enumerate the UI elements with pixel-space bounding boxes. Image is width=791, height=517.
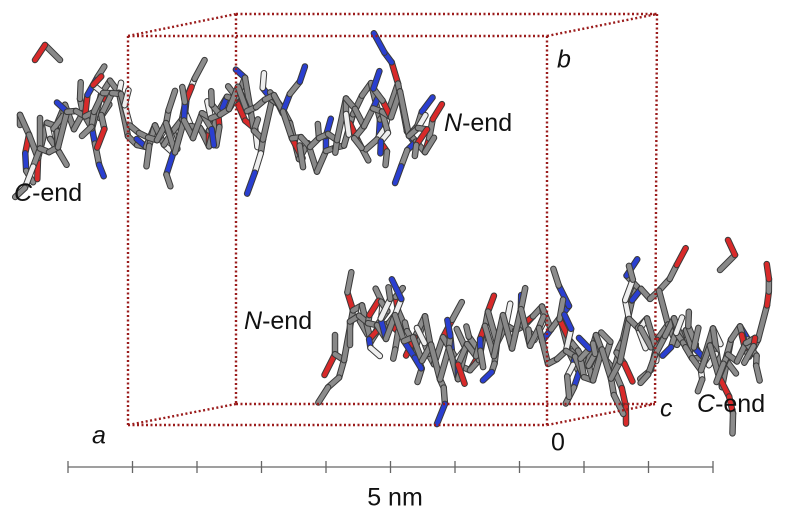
- scale-label: 5 nm: [367, 484, 423, 512]
- bond: [380, 141, 381, 153]
- end-label: N-end: [444, 109, 512, 137]
- bond: [415, 145, 416, 156]
- bond: [386, 152, 387, 166]
- bond: [211, 91, 212, 104]
- end-label: C-end: [14, 179, 82, 207]
- bond: [392, 62, 398, 83]
- figure: 5 nm C-end N-end N-end C-end a b c 0: [0, 0, 791, 517]
- bond: [567, 377, 569, 397]
- bond: [168, 91, 175, 111]
- bond: [395, 166, 401, 183]
- bond: [483, 372, 492, 380]
- molecules: [15, 33, 769, 433]
- end-letter: N: [444, 109, 463, 137]
- end-label: N-end: [244, 307, 312, 335]
- bond: [370, 348, 379, 356]
- bond: [553, 269, 558, 286]
- bond: [688, 312, 689, 326]
- box-edge: [128, 14, 236, 36]
- axis-label: c: [660, 395, 673, 423]
- box-edge: [547, 14, 657, 36]
- scale-bar: 5 nm: [68, 461, 713, 512]
- bond: [593, 343, 595, 353]
- bond: [767, 264, 769, 279]
- end-suffix: -end: [715, 390, 765, 418]
- bond: [59, 152, 66, 165]
- end-letter: N: [244, 307, 263, 335]
- end-suffix: -end: [262, 307, 312, 335]
- bond: [216, 127, 219, 146]
- bond: [263, 73, 264, 88]
- bond: [447, 320, 450, 336]
- bond: [80, 82, 81, 99]
- bond: [146, 146, 149, 167]
- bond: [480, 351, 483, 367]
- bond: [388, 287, 390, 299]
- axis-label: b: [557, 46, 571, 74]
- bond: [300, 66, 305, 81]
- box-edge: [128, 404, 236, 425]
- bond: [182, 87, 185, 102]
- bond: [466, 326, 468, 336]
- bond: [373, 71, 379, 88]
- bond: [663, 347, 671, 355]
- axis-label: a: [92, 422, 106, 450]
- bond: [393, 350, 395, 359]
- end-suffix: -end: [462, 109, 512, 137]
- end-suffix: -end: [32, 179, 82, 207]
- end-label: C-end: [697, 390, 765, 418]
- bond: [346, 114, 349, 135]
- end-letter: C: [14, 179, 33, 207]
- bond: [728, 240, 735, 255]
- bond: [324, 354, 335, 375]
- bond: [374, 33, 385, 52]
- bond: [212, 129, 214, 145]
- box-edge: [547, 404, 655, 425]
- end-letter: C: [697, 390, 716, 418]
- origin-label: 0: [551, 429, 565, 457]
